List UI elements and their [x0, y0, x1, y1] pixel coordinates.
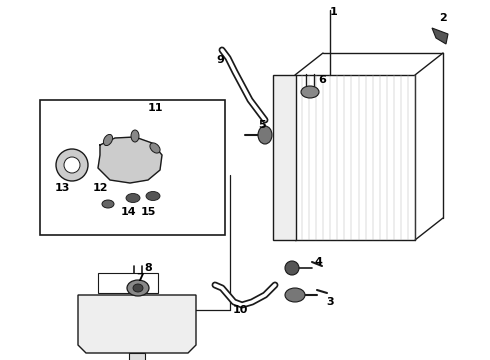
Polygon shape: [78, 295, 196, 353]
Bar: [40, 100, 225, 235]
Text: 10: 10: [232, 305, 247, 315]
Ellipse shape: [150, 143, 160, 153]
Text: 11: 11: [147, 103, 163, 113]
Text: 14: 14: [120, 207, 136, 217]
Text: 2: 2: [439, 13, 447, 23]
Circle shape: [285, 261, 299, 275]
Bar: [129, 353, 145, 360]
Polygon shape: [98, 137, 162, 183]
Polygon shape: [432, 28, 448, 44]
Ellipse shape: [126, 194, 140, 202]
Ellipse shape: [258, 126, 272, 144]
Text: 12: 12: [92, 183, 108, 193]
Circle shape: [64, 157, 80, 173]
Text: 3: 3: [326, 297, 334, 307]
Text: 7: 7: [136, 273, 144, 283]
Text: 9: 9: [216, 55, 224, 65]
Ellipse shape: [102, 200, 114, 208]
Ellipse shape: [133, 284, 143, 292]
Text: 5: 5: [258, 120, 266, 130]
Text: 15: 15: [140, 207, 156, 217]
Bar: [273, 75, 296, 240]
Circle shape: [56, 149, 88, 181]
Text: 6: 6: [318, 75, 326, 85]
Bar: [98, 273, 158, 293]
Ellipse shape: [127, 280, 149, 296]
Ellipse shape: [301, 86, 319, 98]
Text: 1: 1: [330, 7, 338, 17]
Ellipse shape: [285, 288, 305, 302]
Ellipse shape: [146, 192, 160, 201]
Text: 4: 4: [314, 257, 322, 267]
Text: 13: 13: [54, 183, 70, 193]
Ellipse shape: [103, 134, 113, 145]
Text: 8: 8: [144, 263, 152, 273]
Ellipse shape: [131, 130, 139, 142]
